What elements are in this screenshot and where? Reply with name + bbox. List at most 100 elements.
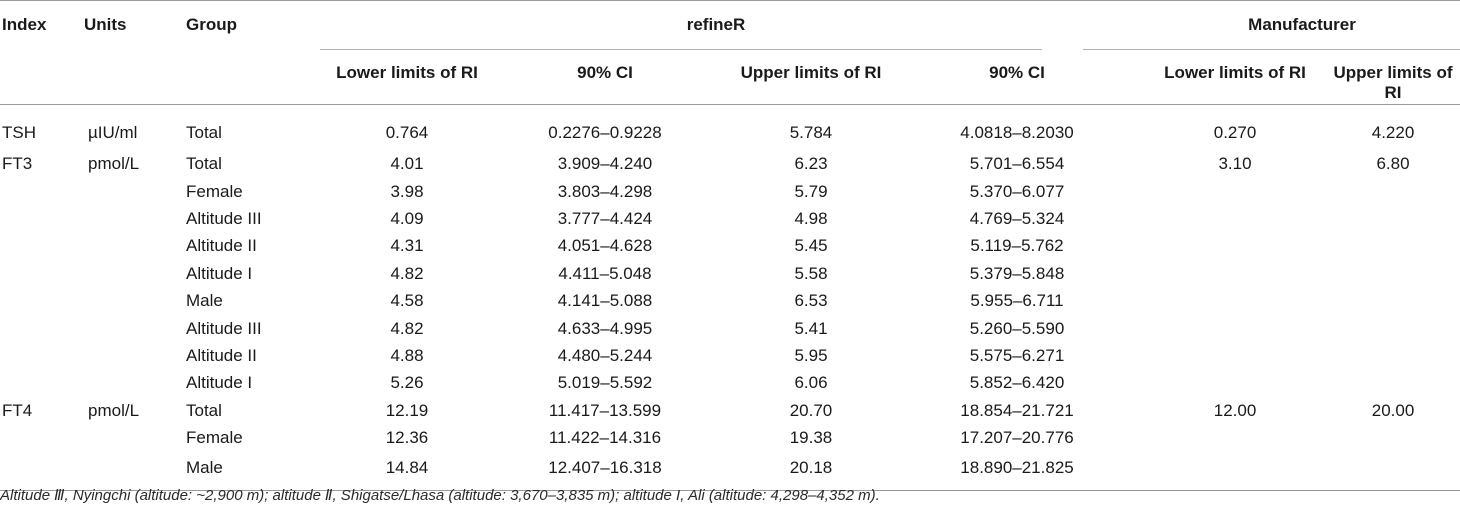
cell-units <box>82 342 184 369</box>
cell-units <box>82 233 184 260</box>
cell-gap <box>1120 260 1144 287</box>
cell-manufacturer-lower-ri <box>1144 233 1326 260</box>
cell-lower-ri: 12.36 <box>385 428 429 448</box>
cell-ci-lower: 4.411–5.048 <box>558 263 652 283</box>
cell-index <box>0 451 82 491</box>
cell-manufacturer-lower-ri: 12.00 <box>1213 400 1257 420</box>
cell-manufacturer-upper-ri <box>1326 315 1460 342</box>
cell-index: FT4 <box>2 400 33 420</box>
header-row-sub: Lower limits of RI 90% CI Upper limits o… <box>0 48 1460 105</box>
cell-units <box>82 178 184 205</box>
cell-manufacturer-upper-ri <box>1326 233 1460 260</box>
cell-gap <box>1120 424 1144 451</box>
table-row: FT3 pmol/L Total 4.01 3.909–4.240 6.23 5.701–6… <box>0 151 1460 178</box>
cell-manufacturer-lower-ri <box>1144 342 1326 369</box>
cell-ci-lower: 12.407–16.318 <box>502 451 708 491</box>
header-blank-1 <box>0 48 82 105</box>
cell-gap <box>1120 397 1144 424</box>
cell-group: Altitude III <box>186 318 262 338</box>
cell-group: Altitude III <box>186 208 262 228</box>
header-group: Group <box>184 0 312 49</box>
cell-group: Female <box>186 428 243 448</box>
header-manufacturer-lower-ri: Lower limits of RI <box>1144 48 1327 105</box>
cell-lower-ri: 4.01 <box>390 154 424 174</box>
cell-manufacturer-upper-ri: 20.00 <box>1371 400 1415 420</box>
cell-gap <box>1120 104 1144 151</box>
cell-lower-ri: 4.31 <box>390 236 424 256</box>
cell-upper-ri: 6.06 <box>794 373 828 393</box>
cell-ci-upper: 4.769–5.324 <box>969 208 1065 228</box>
cell-lower-ri: 4.88 <box>390 345 424 365</box>
table-row: Altitude II 4.31 4.051–4.628 5.45 5.119–5.76… <box>0 233 1460 260</box>
cell-group: Male <box>186 291 223 311</box>
cell-index <box>0 342 82 369</box>
header-blank-gap <box>1120 48 1145 105</box>
cell-index <box>0 370 82 397</box>
cell-ci-lower: 3.803–4.298 <box>557 181 653 201</box>
header-gap <box>1120 0 1145 49</box>
header-manufacturer: Manufacturer <box>1144 0 1460 49</box>
cell-manufacturer-upper-ri <box>1326 370 1460 397</box>
cell-manufacturer-lower-ri <box>1144 451 1327 491</box>
cell-ci-lower: 4.141–5.088 <box>557 291 653 311</box>
header-upper-ri: Upper limits of RI <box>708 48 914 105</box>
header-units: Units <box>82 0 184 49</box>
cell-gap <box>1120 287 1144 314</box>
table-row: TSH µIU/ml Total 0.764 0.2276–0.9228 5.784 4.0… <box>0 104 1460 151</box>
cell-lower-ri: 14.84 <box>312 451 502 491</box>
cell-group: Altitude II <box>186 236 257 256</box>
reference-interval-table: Index Units Group refineR Manufacturer L… <box>0 0 1460 491</box>
cell-index <box>0 205 82 232</box>
cell-manufacturer-upper-ri: 4.220 <box>1371 122 1415 142</box>
cell-manufacturer-lower-ri <box>1144 287 1326 314</box>
cell-units <box>82 287 184 314</box>
cell-manufacturer-lower-ri <box>1144 205 1326 232</box>
cell-units: pmol/L <box>88 400 140 420</box>
cell-index <box>0 287 82 314</box>
cell-gap <box>1120 342 1144 369</box>
table-row: Altitude I 5.26 5.019–5.592 6.06 5.852–6.420 <box>0 370 1460 397</box>
cell-gap <box>1120 178 1144 205</box>
cell-upper-ri: 20.70 <box>789 400 833 420</box>
cell-ci-lower: 4.480–5.244 <box>557 345 653 365</box>
cell-upper-ri: 4.98 <box>794 208 828 228</box>
cell-lower-ri: 3.98 <box>390 181 424 201</box>
cell-lower-ri: 4.82 <box>390 318 424 338</box>
table-row: Female 12.36 11.422–14.316 19.38 17.207–20.7… <box>0 424 1460 451</box>
header-blank-3 <box>184 48 312 105</box>
cell-ci-upper: 5.852–6.420 <box>969 373 1065 393</box>
cell-ci-upper: 4.0818–8.2030 <box>960 122 1074 142</box>
header-manufacturer-upper-ri: Upper limits of RI <box>1326 48 1460 105</box>
cell-index <box>0 315 82 342</box>
cell-manufacturer-lower-ri: 0.270 <box>1213 122 1257 142</box>
cell-group: Male <box>184 451 312 491</box>
cell-group: Total <box>186 154 222 174</box>
cell-manufacturer-upper-ri <box>1326 342 1460 369</box>
table-row: Female 3.98 3.803–4.298 5.79 5.370–6.077 <box>0 178 1460 205</box>
table-row: Altitude III 4.09 3.777–4.424 4.98 4.769–5.3… <box>0 205 1460 232</box>
cell-gap <box>1120 151 1144 178</box>
cell-upper-ri: 20.18 <box>708 451 914 491</box>
cell-ci-lower: 0.2276–0.9228 <box>548 122 662 142</box>
cell-group: Altitude I <box>186 263 253 283</box>
cell-ci-upper: 18.890–21.825 <box>914 451 1121 491</box>
table-row: Male 4.58 4.141–5.088 6.53 5.955–6.711 <box>0 287 1460 314</box>
manufacturer-header-underline <box>1083 49 1460 50</box>
cell-ci-upper: 17.207–20.776 <box>960 428 1074 448</box>
cell-upper-ri: 5.41 <box>794 318 828 338</box>
cell-index <box>0 260 82 287</box>
header-ci-upper: 90% CI <box>914 48 1121 105</box>
cell-manufacturer-lower-ri <box>1144 424 1326 451</box>
cell-upper-ri: 6.23 <box>794 154 828 174</box>
header-refiner: refineR <box>312 0 1121 49</box>
cell-gap <box>1120 233 1144 260</box>
cell-manufacturer-lower-ri <box>1144 260 1326 287</box>
cell-gap <box>1120 370 1144 397</box>
cell-units <box>82 205 184 232</box>
cell-lower-ri: 12.19 <box>385 400 429 420</box>
cell-ci-upper: 5.701–6.554 <box>969 154 1065 174</box>
cell-upper-ri: 5.58 <box>794 263 828 283</box>
table-footnote: Altitude Ⅲ, Nyingchi (altitude: ~2,900 m… <box>0 487 880 504</box>
table-header: Index Units Group refineR Manufacturer L… <box>0 0 1460 105</box>
